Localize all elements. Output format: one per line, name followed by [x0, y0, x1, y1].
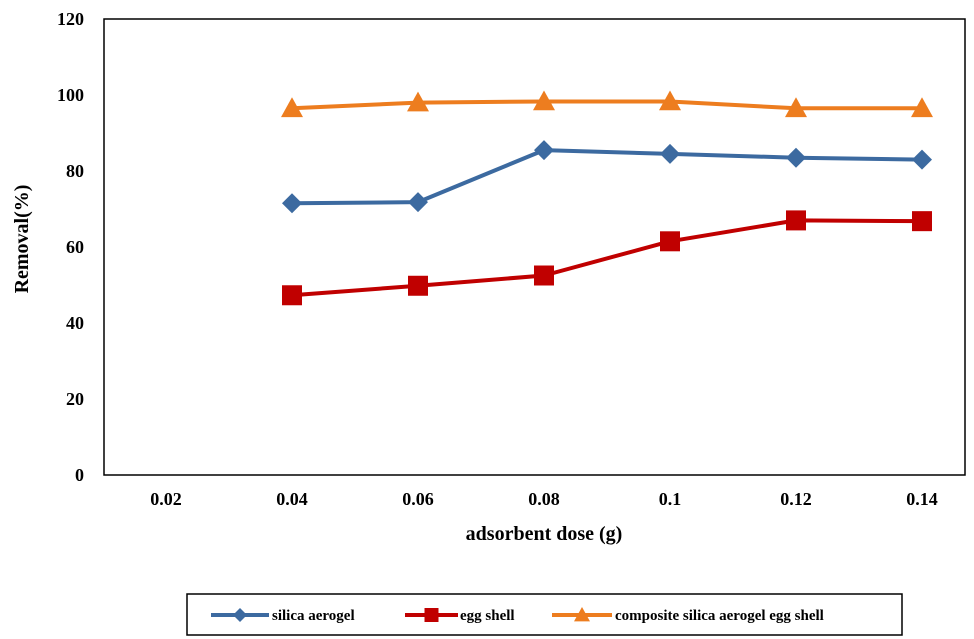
legend-marker	[233, 608, 247, 622]
y-tick-label: 120	[57, 9, 84, 29]
series-square	[282, 210, 932, 306]
x-axis: 0.02 0.04 0.06 0.08 0.1 0.12 0.14	[150, 489, 938, 509]
y-tick-label: 40	[66, 313, 84, 333]
y-tick-label: 100	[57, 85, 84, 105]
data-point	[911, 97, 933, 118]
data-point	[282, 285, 302, 306]
x-tick-label: 0.04	[276, 489, 308, 509]
data-point	[786, 210, 806, 231]
data-point	[408, 192, 428, 213]
y-tick-label: 20	[66, 389, 84, 409]
series-line	[291, 99, 922, 111]
series-line	[291, 218, 923, 298]
x-tick-label: 0.14	[906, 489, 938, 509]
data-point	[659, 90, 681, 111]
x-tick-label: 0.12	[780, 489, 812, 509]
series-layer	[281, 90, 933, 306]
x-tick-label: 0.02	[150, 489, 182, 509]
y-tick-label: 60	[66, 237, 84, 257]
data-point	[534, 265, 554, 286]
legend-label: silica aerogel	[272, 608, 355, 624]
legend-item: composite silica aerogel egg shell	[552, 607, 824, 624]
data-point	[786, 147, 806, 168]
series-line	[291, 148, 923, 206]
x-tick-label: 0.06	[402, 489, 434, 509]
data-point	[533, 90, 555, 111]
data-point	[912, 149, 932, 170]
x-tick-label: 0.1	[659, 489, 682, 509]
legend-box	[186, 593, 903, 636]
plot-area	[103, 18, 966, 476]
data-point	[660, 143, 680, 164]
legend-marker	[424, 608, 439, 622]
x-tick-label: 0.08	[528, 489, 560, 509]
data-point	[660, 231, 680, 252]
y-tick-label: 0	[75, 465, 84, 485]
legend: silica aerogel egg shell composite silica …	[211, 607, 824, 624]
legend-item: silica aerogel	[211, 608, 355, 624]
data-point	[407, 91, 429, 112]
y-axis-title: Removal(%)	[11, 185, 33, 294]
data-point	[281, 97, 303, 118]
data-point	[785, 97, 807, 118]
data-point	[408, 275, 428, 296]
legend-marker	[574, 607, 590, 622]
x-axis-title: adsorbent dose (g)	[466, 523, 623, 545]
series-triangle	[281, 90, 933, 118]
data-point	[534, 140, 554, 161]
legend-label: composite silica aerogel egg shell	[615, 608, 824, 624]
series-diamond	[282, 140, 932, 214]
legend-label: egg shell	[460, 608, 515, 624]
data-point	[282, 193, 302, 214]
legend-item: egg shell	[405, 608, 515, 624]
data-point	[912, 211, 932, 232]
y-axis: 0 20 40 60 80 100 120	[57, 9, 84, 485]
y-tick-label: 80	[66, 161, 84, 181]
